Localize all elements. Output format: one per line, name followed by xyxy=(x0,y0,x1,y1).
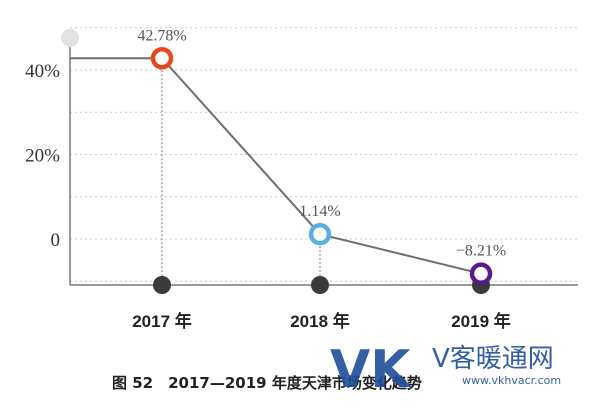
data-point xyxy=(469,262,493,285)
axis-marker xyxy=(311,276,329,294)
data-points xyxy=(150,47,493,294)
series-line xyxy=(70,57,482,275)
chart-caption: 图 52 2017—2019 年度天津市场变化趋势 xyxy=(112,374,422,392)
x-category-label: 2017 年 xyxy=(132,311,192,331)
data-labels: 42.78% 1.14% −8.21% xyxy=(137,27,506,259)
axis-marker xyxy=(153,276,171,294)
drop-lines xyxy=(161,58,482,285)
x-category-label: 2018 年 xyxy=(290,311,350,331)
watermark-url: www.vkhvacr.com xyxy=(462,374,561,387)
data-label: −8.21% xyxy=(456,243,506,260)
y-axis-cap xyxy=(61,29,79,47)
y-tick-label: 20% xyxy=(25,146,60,167)
data-point xyxy=(150,47,174,70)
y-tick-label: 0 xyxy=(51,230,61,251)
y-tick-label: 40% xyxy=(25,61,60,82)
watermark-brand: V客暖通网 xyxy=(432,344,554,374)
x-category-label: 2019 年 xyxy=(451,311,511,331)
x-axis-categories: 2017 年 2018 年 2019 年 xyxy=(132,311,511,331)
data-point xyxy=(308,222,332,246)
series-line xyxy=(70,57,482,275)
data-label: 1.14% xyxy=(299,203,340,220)
data-label: 42.78% xyxy=(137,27,186,44)
watermark-logo: VK V客暖通网 www.vkhvacr.com xyxy=(330,340,561,400)
y-axis-ticks: 40% 20% 0 xyxy=(25,61,60,251)
watermark-letters: VK xyxy=(330,340,412,400)
